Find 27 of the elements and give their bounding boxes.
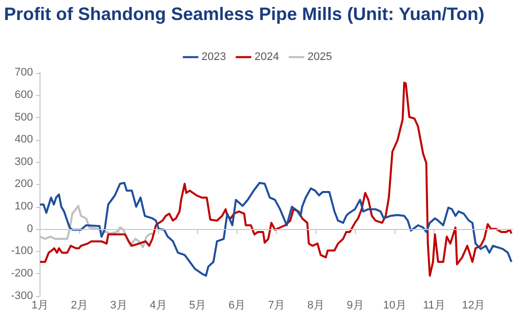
y-tick-label: 0 — [26, 222, 34, 235]
x-tick-label: 10月 — [383, 299, 406, 312]
y-tick-label: 600 — [14, 88, 34, 101]
y-tick-label: 700 — [14, 66, 34, 79]
x-tick-label: 8月 — [307, 299, 324, 312]
legend-label: 2024 — [254, 51, 279, 64]
x-tick-label: 4月 — [150, 299, 167, 312]
x-tick-label: 6月 — [228, 299, 246, 312]
x-tick-label: 7月 — [268, 299, 286, 312]
x-tick-label: 5月 — [189, 299, 206, 312]
y-tick-label: 200 — [14, 178, 34, 190]
x-tick-label: 2月 — [70, 299, 88, 312]
x-tick-label: 1月 — [31, 299, 49, 312]
y-tick-label: 100 — [14, 200, 34, 213]
legend-label: 2025 — [307, 51, 332, 64]
y-tick-label: 300 — [14, 156, 34, 168]
y-tick-label: -100 — [10, 245, 34, 258]
chart-title: Profit of Shandong Seamless Pipe Mills (Unit: Yuan/Ton) — [4, 4, 484, 24]
x-tick-label: 12月 — [462, 299, 486, 312]
y-tick-label: 500 — [14, 111, 34, 124]
x-tick-label: 11月 — [422, 299, 446, 312]
x-tick-label: 3月 — [110, 299, 128, 312]
y-tick-label: -200 — [10, 268, 34, 280]
y-tick-label: -300 — [10, 290, 34, 302]
x-tick-label: 9月 — [346, 299, 364, 312]
legend-label: 2023 — [202, 51, 226, 64]
y-tick-label: 400 — [14, 134, 34, 146]
